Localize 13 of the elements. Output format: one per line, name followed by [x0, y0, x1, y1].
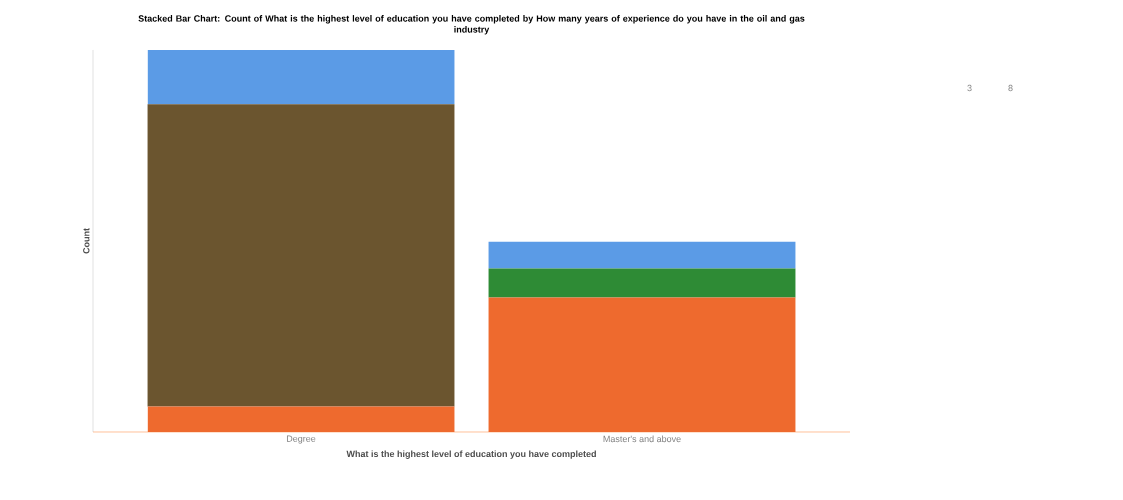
- text: 3: [967, 84, 972, 92]
- x-tick-label: Degree: [286, 435, 316, 444]
- text: 8: [1008, 84, 1013, 92]
- x-axis-title: What is the highest level of education you have completed: [346, 450, 596, 459]
- bar: [147, 50, 455, 105]
- bar: [488, 297, 796, 432]
- bar: [488, 241, 796, 269]
- y-axis-title: Count: [83, 228, 90, 254]
- bar: [488, 268, 796, 298]
- bar: [147, 406, 455, 432]
- x-tick-label: Master's and above: [603, 435, 681, 443]
- chart-title: Stacked Bar Chart: Count of What is the highest level of education you have completed by How many years of experience do you have in the oil and gas industry: [138, 15, 805, 35]
- bar: [147, 104, 455, 407]
